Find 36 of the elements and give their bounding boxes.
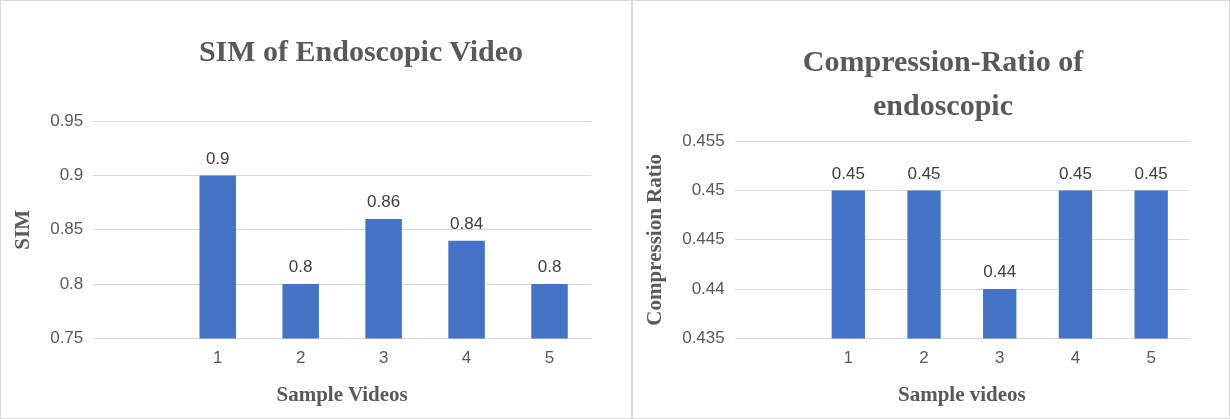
x-tick-label: 1 — [843, 348, 854, 368]
data-label: 0.8 — [288, 257, 313, 277]
data-label: 0.86 — [367, 192, 401, 212]
y-tick-label: 0.45 — [691, 180, 725, 200]
x-tick-label: 4 — [461, 348, 472, 368]
data-label: 0.9 — [205, 148, 230, 168]
data-label: 0.84 — [450, 213, 484, 233]
y-axis-title: SIM — [10, 209, 35, 250]
x-tick-label: 2 — [919, 348, 929, 368]
y-tick-label: 0.44 — [691, 278, 725, 298]
data-label: 0.8 — [537, 257, 562, 277]
data-label: 0.45 — [1058, 163, 1092, 183]
data-label: 0.45 — [831, 163, 865, 183]
data-label: 0.44 — [983, 262, 1017, 282]
x-axis-title: Sample Videos — [276, 381, 408, 406]
chart-title: Compression-Ratio of endoscopic — [801, 43, 1085, 121]
data-label: 0.45 — [1134, 163, 1168, 183]
x-axis-title: Sample videos — [897, 381, 1026, 406]
data-label: 0.45 — [907, 163, 941, 183]
y-tick-label: 0.445 — [682, 229, 725, 249]
x-tick-label: 2 — [295, 348, 306, 368]
y-tick-label: 0.85 — [50, 219, 84, 239]
x-tick-label: 3 — [378, 348, 389, 368]
x-tick-label: 3 — [994, 348, 1005, 368]
y-axis-title: Compression Ratio — [642, 153, 667, 326]
y-tick-label: 0.455 — [682, 130, 725, 150]
y-tick-label: 0.75 — [50, 328, 84, 348]
x-tick-label: 5 — [544, 348, 555, 368]
y-tick-label: 0.95 — [50, 110, 84, 130]
chart-title: SIM of Endoscopic Video — [197, 33, 525, 69]
y-tick-label: 0.8 — [59, 273, 84, 293]
x-tick-label: 5 — [1146, 348, 1156, 368]
y-tick-label: 0.9 — [59, 165, 84, 185]
x-tick-label: 4 — [1070, 348, 1081, 368]
x-tick-label: 1 — [212, 348, 223, 368]
y-tick-label: 0.435 — [682, 328, 725, 348]
